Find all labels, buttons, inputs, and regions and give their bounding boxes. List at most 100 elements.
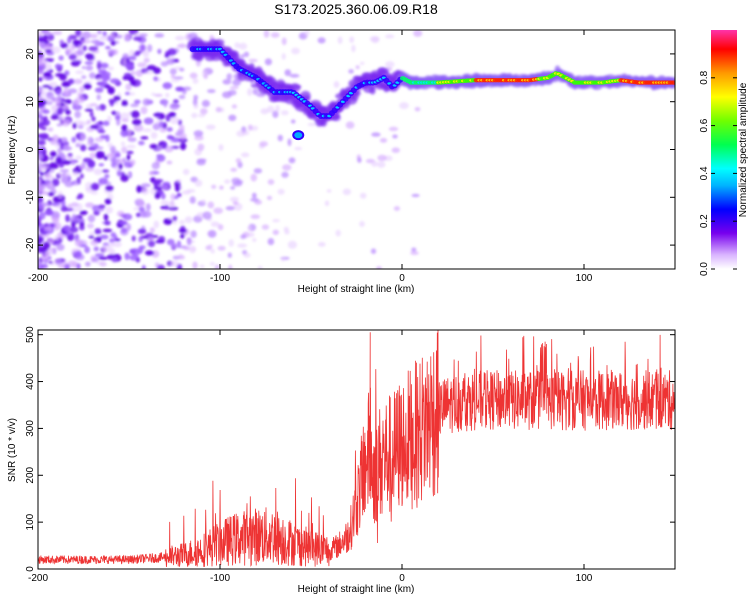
heatmap-cell xyxy=(74,100,79,106)
x-tick-label: 100 xyxy=(576,573,593,584)
heatmap-cell xyxy=(136,185,142,193)
heatmap-cell xyxy=(73,60,82,64)
heatmap-cell xyxy=(357,157,362,163)
heatmap-cell xyxy=(156,264,165,269)
heatmap-cell xyxy=(39,133,50,140)
heatmap-cell xyxy=(392,134,398,139)
heatmap-cell xyxy=(149,171,154,176)
heatmap-cell xyxy=(215,106,222,113)
heatmap-cell xyxy=(164,205,169,210)
heatmap-cell xyxy=(399,102,409,110)
heatmap-cell xyxy=(182,168,190,175)
heatmap-cell xyxy=(79,221,85,227)
colorbar-gradient xyxy=(711,30,737,269)
heatmap-cell xyxy=(237,243,248,248)
heatmap-cell xyxy=(95,105,101,111)
colorbar-tick-label: 0.0 xyxy=(699,262,710,276)
heatmap-cell xyxy=(178,228,187,234)
heatmap-cell xyxy=(161,141,168,149)
heatmap-cell xyxy=(54,64,64,69)
heatmap-cell xyxy=(51,97,57,101)
heatmap-cell xyxy=(178,94,186,100)
heatmap-cell xyxy=(85,65,94,71)
heatmap-cell xyxy=(120,174,129,182)
colorbar-label: Normalized spectral amplitude xyxy=(738,82,749,217)
heatmap-cell xyxy=(290,119,296,124)
heatmap-cell xyxy=(98,121,104,125)
heatmap-cell xyxy=(154,93,163,97)
heatmap-cell xyxy=(99,35,109,41)
heatmap-cell xyxy=(360,192,367,199)
heatmap-cell xyxy=(130,70,136,76)
heatmap-cell xyxy=(228,264,233,269)
heatmap-cell xyxy=(267,179,275,185)
heatmap-cell xyxy=(324,200,330,207)
heatmap-cell xyxy=(288,157,296,164)
heatmap-cell xyxy=(54,222,62,230)
heatmap-cell xyxy=(120,227,127,233)
heatmap-cell xyxy=(385,61,395,68)
heatmap-cell xyxy=(61,160,72,165)
heatmap-cell xyxy=(228,239,234,247)
heatmap-cell xyxy=(144,250,155,256)
heatmap-cell xyxy=(76,50,85,56)
heatmap-cell xyxy=(169,116,180,125)
heatmap-cell xyxy=(122,53,129,60)
heatmap-cell xyxy=(89,33,98,39)
heatmap-cell xyxy=(149,227,155,234)
heatmap-cell xyxy=(94,230,102,235)
heatmap-cell xyxy=(189,196,196,204)
heatmap-cell xyxy=(240,234,247,239)
heatmap-cell xyxy=(109,238,115,244)
heatmap-cell xyxy=(159,127,167,133)
heatmap-cell xyxy=(38,99,47,106)
heatmap-cell xyxy=(178,124,185,132)
heatmap-cell xyxy=(67,260,78,267)
x-tick-label: 100 xyxy=(576,273,593,284)
heatmap-cell xyxy=(43,30,51,36)
heatmap-cell xyxy=(287,240,297,249)
heatmap-cell xyxy=(115,115,121,121)
heatmap-cell xyxy=(149,143,158,149)
heatmap-cell xyxy=(147,240,156,248)
heatmap-cell xyxy=(106,153,115,158)
snr-y-ticks: 0 100 200 300 400 500 xyxy=(25,326,675,572)
heatmap-cell xyxy=(46,101,53,105)
heatmap-cell xyxy=(207,89,216,94)
heatmap-cell xyxy=(267,238,275,246)
x-tick-label: -100 xyxy=(210,573,230,584)
heatmap-cell xyxy=(137,62,147,68)
colorbar-tick-label: 0.6 xyxy=(699,118,710,132)
heatmap-cell xyxy=(72,122,77,129)
y-tick-label: 500 xyxy=(25,326,36,343)
heatmap-cell xyxy=(75,155,82,160)
heatmap-cell xyxy=(87,214,96,223)
heatmap-cell xyxy=(376,266,382,269)
heatmap-cell xyxy=(86,119,91,125)
heatmap-cell xyxy=(38,56,45,62)
x-tick-label: -200 xyxy=(28,273,48,284)
heatmap-cell xyxy=(102,31,107,37)
heatmap-cell xyxy=(170,193,177,201)
heatmap-cell xyxy=(79,173,84,179)
heatmap-cell xyxy=(103,120,110,126)
heatmap-cell xyxy=(202,211,212,220)
heatmap-cell xyxy=(38,64,44,70)
heatmap-cell xyxy=(201,99,210,108)
heatmap-cell xyxy=(118,163,123,170)
heatmap-cell xyxy=(89,111,94,118)
heatmap-cell xyxy=(56,123,63,127)
heatmap-cell xyxy=(191,247,197,251)
heatmap-cell xyxy=(116,118,121,126)
heatmap-cell xyxy=(294,146,303,151)
heatmap-cell xyxy=(94,39,100,48)
heatmap-cell xyxy=(86,141,95,147)
heatmap-cell xyxy=(180,233,185,239)
heatmap-cell xyxy=(270,32,280,38)
heatmap-cell xyxy=(252,88,259,95)
heatmap-cell xyxy=(291,47,300,55)
heatmap-cell xyxy=(264,58,272,66)
heatmap-cell xyxy=(210,248,215,254)
heatmap-cell xyxy=(250,197,259,202)
heatmap-cell xyxy=(76,263,81,269)
